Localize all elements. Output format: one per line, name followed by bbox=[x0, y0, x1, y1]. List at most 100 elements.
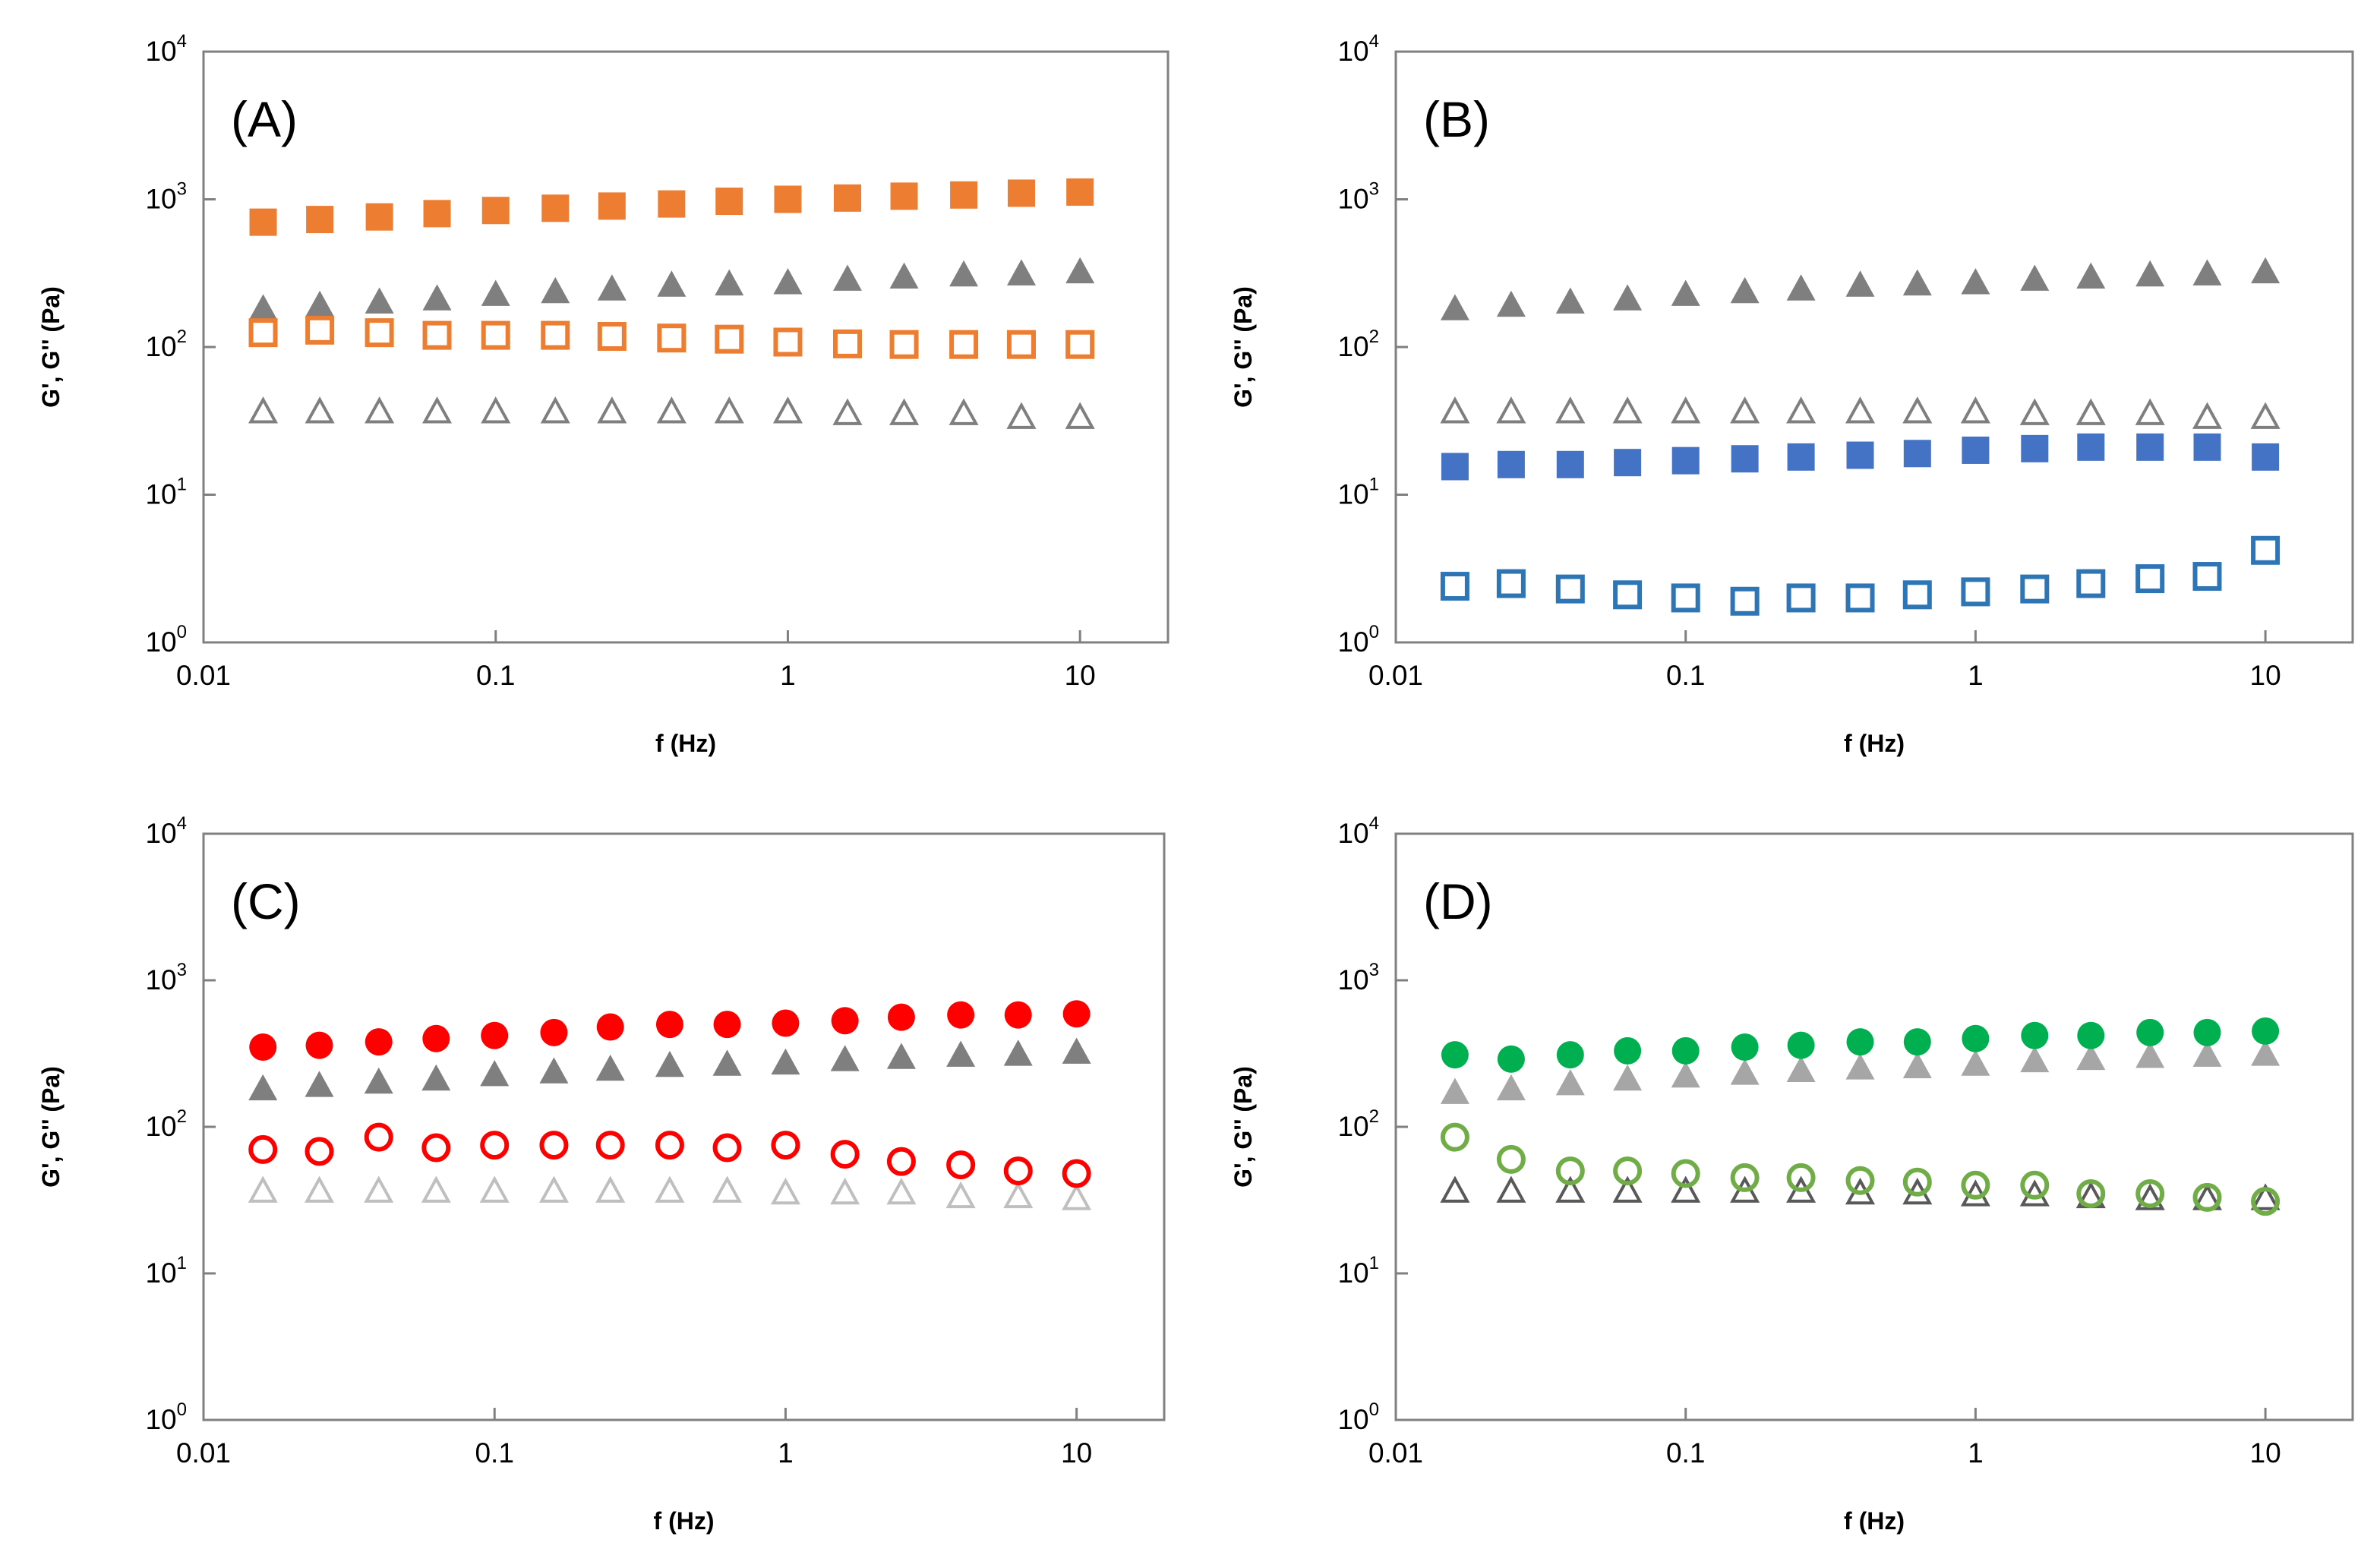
series-triangle-open bbox=[248, 1175, 1092, 1210]
data-point bbox=[305, 290, 335, 317]
data-point bbox=[1496, 290, 1526, 317]
data-point bbox=[1496, 569, 1526, 598]
data-point bbox=[1903, 440, 1931, 468]
series-square-open bbox=[248, 315, 1095, 359]
data-point bbox=[946, 1150, 976, 1180]
data-point bbox=[248, 1074, 278, 1101]
data-point bbox=[1065, 257, 1095, 284]
data-point bbox=[1440, 1122, 1469, 1152]
data-point bbox=[1555, 1156, 1585, 1186]
data-point bbox=[832, 329, 862, 358]
series-circle-filled bbox=[249, 1000, 1091, 1061]
x-axis-title: f (Hz) bbox=[655, 730, 716, 757]
data-point bbox=[2020, 264, 2050, 291]
data-point bbox=[2136, 1018, 2164, 1046]
data-point bbox=[1555, 287, 1585, 314]
data-point bbox=[1786, 1163, 1816, 1192]
data-point bbox=[595, 1175, 626, 1203]
data-point bbox=[1902, 396, 1933, 424]
data-point bbox=[1440, 1175, 1470, 1203]
data-point bbox=[541, 194, 570, 222]
data-point bbox=[365, 318, 394, 348]
y-tick-label: 104 bbox=[1337, 31, 1379, 67]
data-point bbox=[831, 1007, 859, 1035]
data-point bbox=[774, 185, 802, 213]
data-point bbox=[712, 1133, 742, 1163]
data-point bbox=[1006, 330, 1036, 359]
data-point bbox=[1961, 268, 1990, 295]
data-point bbox=[2136, 433, 2164, 461]
y-tick-label: 102 bbox=[145, 1106, 187, 1142]
x-tick-label: 0.1 bbox=[476, 660, 515, 691]
data-point bbox=[1496, 1074, 1526, 1101]
y-tick-label: 104 bbox=[145, 31, 187, 67]
data-point bbox=[1787, 1031, 1815, 1059]
data-point bbox=[1903, 1028, 1931, 1056]
data-point bbox=[2192, 259, 2222, 286]
y-tick-label: 100 bbox=[1337, 1399, 1379, 1435]
y-tick-label: 103 bbox=[145, 179, 187, 215]
data-point bbox=[832, 398, 863, 425]
data-point bbox=[1730, 586, 1760, 616]
series-square-open bbox=[1440, 535, 2281, 616]
data-point bbox=[598, 192, 626, 220]
data-point bbox=[1845, 270, 1875, 297]
chart-panel-1: 0.01 0.1 1 10 100 101 102 103 104 f (Hz) G', G'' (… bbox=[37, 31, 1169, 757]
data-point bbox=[2076, 1178, 2106, 1208]
data-point bbox=[947, 1001, 975, 1029]
data-point bbox=[423, 200, 451, 228]
data-point bbox=[305, 315, 335, 345]
data-point bbox=[1441, 1041, 1469, 1069]
data-point bbox=[422, 1024, 450, 1052]
data-point bbox=[2020, 1170, 2050, 1200]
data-point bbox=[1671, 1175, 1701, 1203]
data-point bbox=[365, 287, 394, 314]
data-point bbox=[365, 203, 393, 231]
data-point bbox=[1497, 1045, 1525, 1073]
x-tick-label: 0.01 bbox=[1368, 660, 1423, 691]
data-point bbox=[596, 1013, 624, 1041]
y-tick-label: 100 bbox=[145, 1399, 187, 1435]
data-point bbox=[249, 1033, 277, 1061]
data-point bbox=[422, 284, 452, 311]
data-point bbox=[772, 1009, 800, 1037]
data-point bbox=[1902, 580, 1932, 610]
data-point bbox=[304, 1175, 335, 1203]
series-circle-open bbox=[248, 1122, 1091, 1188]
data-point bbox=[949, 260, 979, 287]
data-point bbox=[1003, 1181, 1034, 1209]
y-tick-label: 102 bbox=[1337, 327, 1379, 362]
data-point bbox=[715, 269, 744, 296]
data-point bbox=[946, 1040, 976, 1067]
data-point bbox=[1671, 583, 1700, 613]
data-point bbox=[1612, 396, 1643, 424]
data-point bbox=[364, 1067, 393, 1094]
y-tick-label: 104 bbox=[1337, 813, 1379, 849]
data-point bbox=[2193, 1018, 2221, 1046]
data-point bbox=[1441, 453, 1469, 481]
y-axis-title: G', G'' (Pa) bbox=[37, 286, 65, 408]
y-axis-title: G', G'' (Pa) bbox=[1229, 286, 1257, 408]
data-point bbox=[1846, 1028, 1874, 1056]
data-point bbox=[1671, 279, 1700, 306]
data-point bbox=[2021, 434, 2049, 462]
data-point bbox=[949, 398, 979, 425]
data-point bbox=[714, 396, 744, 424]
data-point bbox=[1731, 1033, 1759, 1061]
data-point bbox=[1066, 178, 1094, 206]
data-point bbox=[1613, 580, 1643, 610]
data-point bbox=[2252, 443, 2280, 471]
data-point bbox=[950, 181, 978, 209]
data-point bbox=[1846, 441, 1874, 469]
data-point bbox=[2251, 1040, 2281, 1066]
x-axis-title: f (Hz) bbox=[1844, 1507, 1905, 1535]
data-point bbox=[2250, 402, 2281, 429]
x-tick-label: 0.1 bbox=[1666, 1437, 1705, 1469]
data-point bbox=[305, 1071, 334, 1097]
data-point bbox=[305, 1137, 334, 1166]
data-point bbox=[830, 1140, 860, 1169]
x-tick-label: 0.01 bbox=[176, 1437, 231, 1469]
data-point bbox=[2020, 1046, 2050, 1073]
data-point bbox=[480, 1060, 510, 1087]
data-point bbox=[830, 1045, 860, 1071]
